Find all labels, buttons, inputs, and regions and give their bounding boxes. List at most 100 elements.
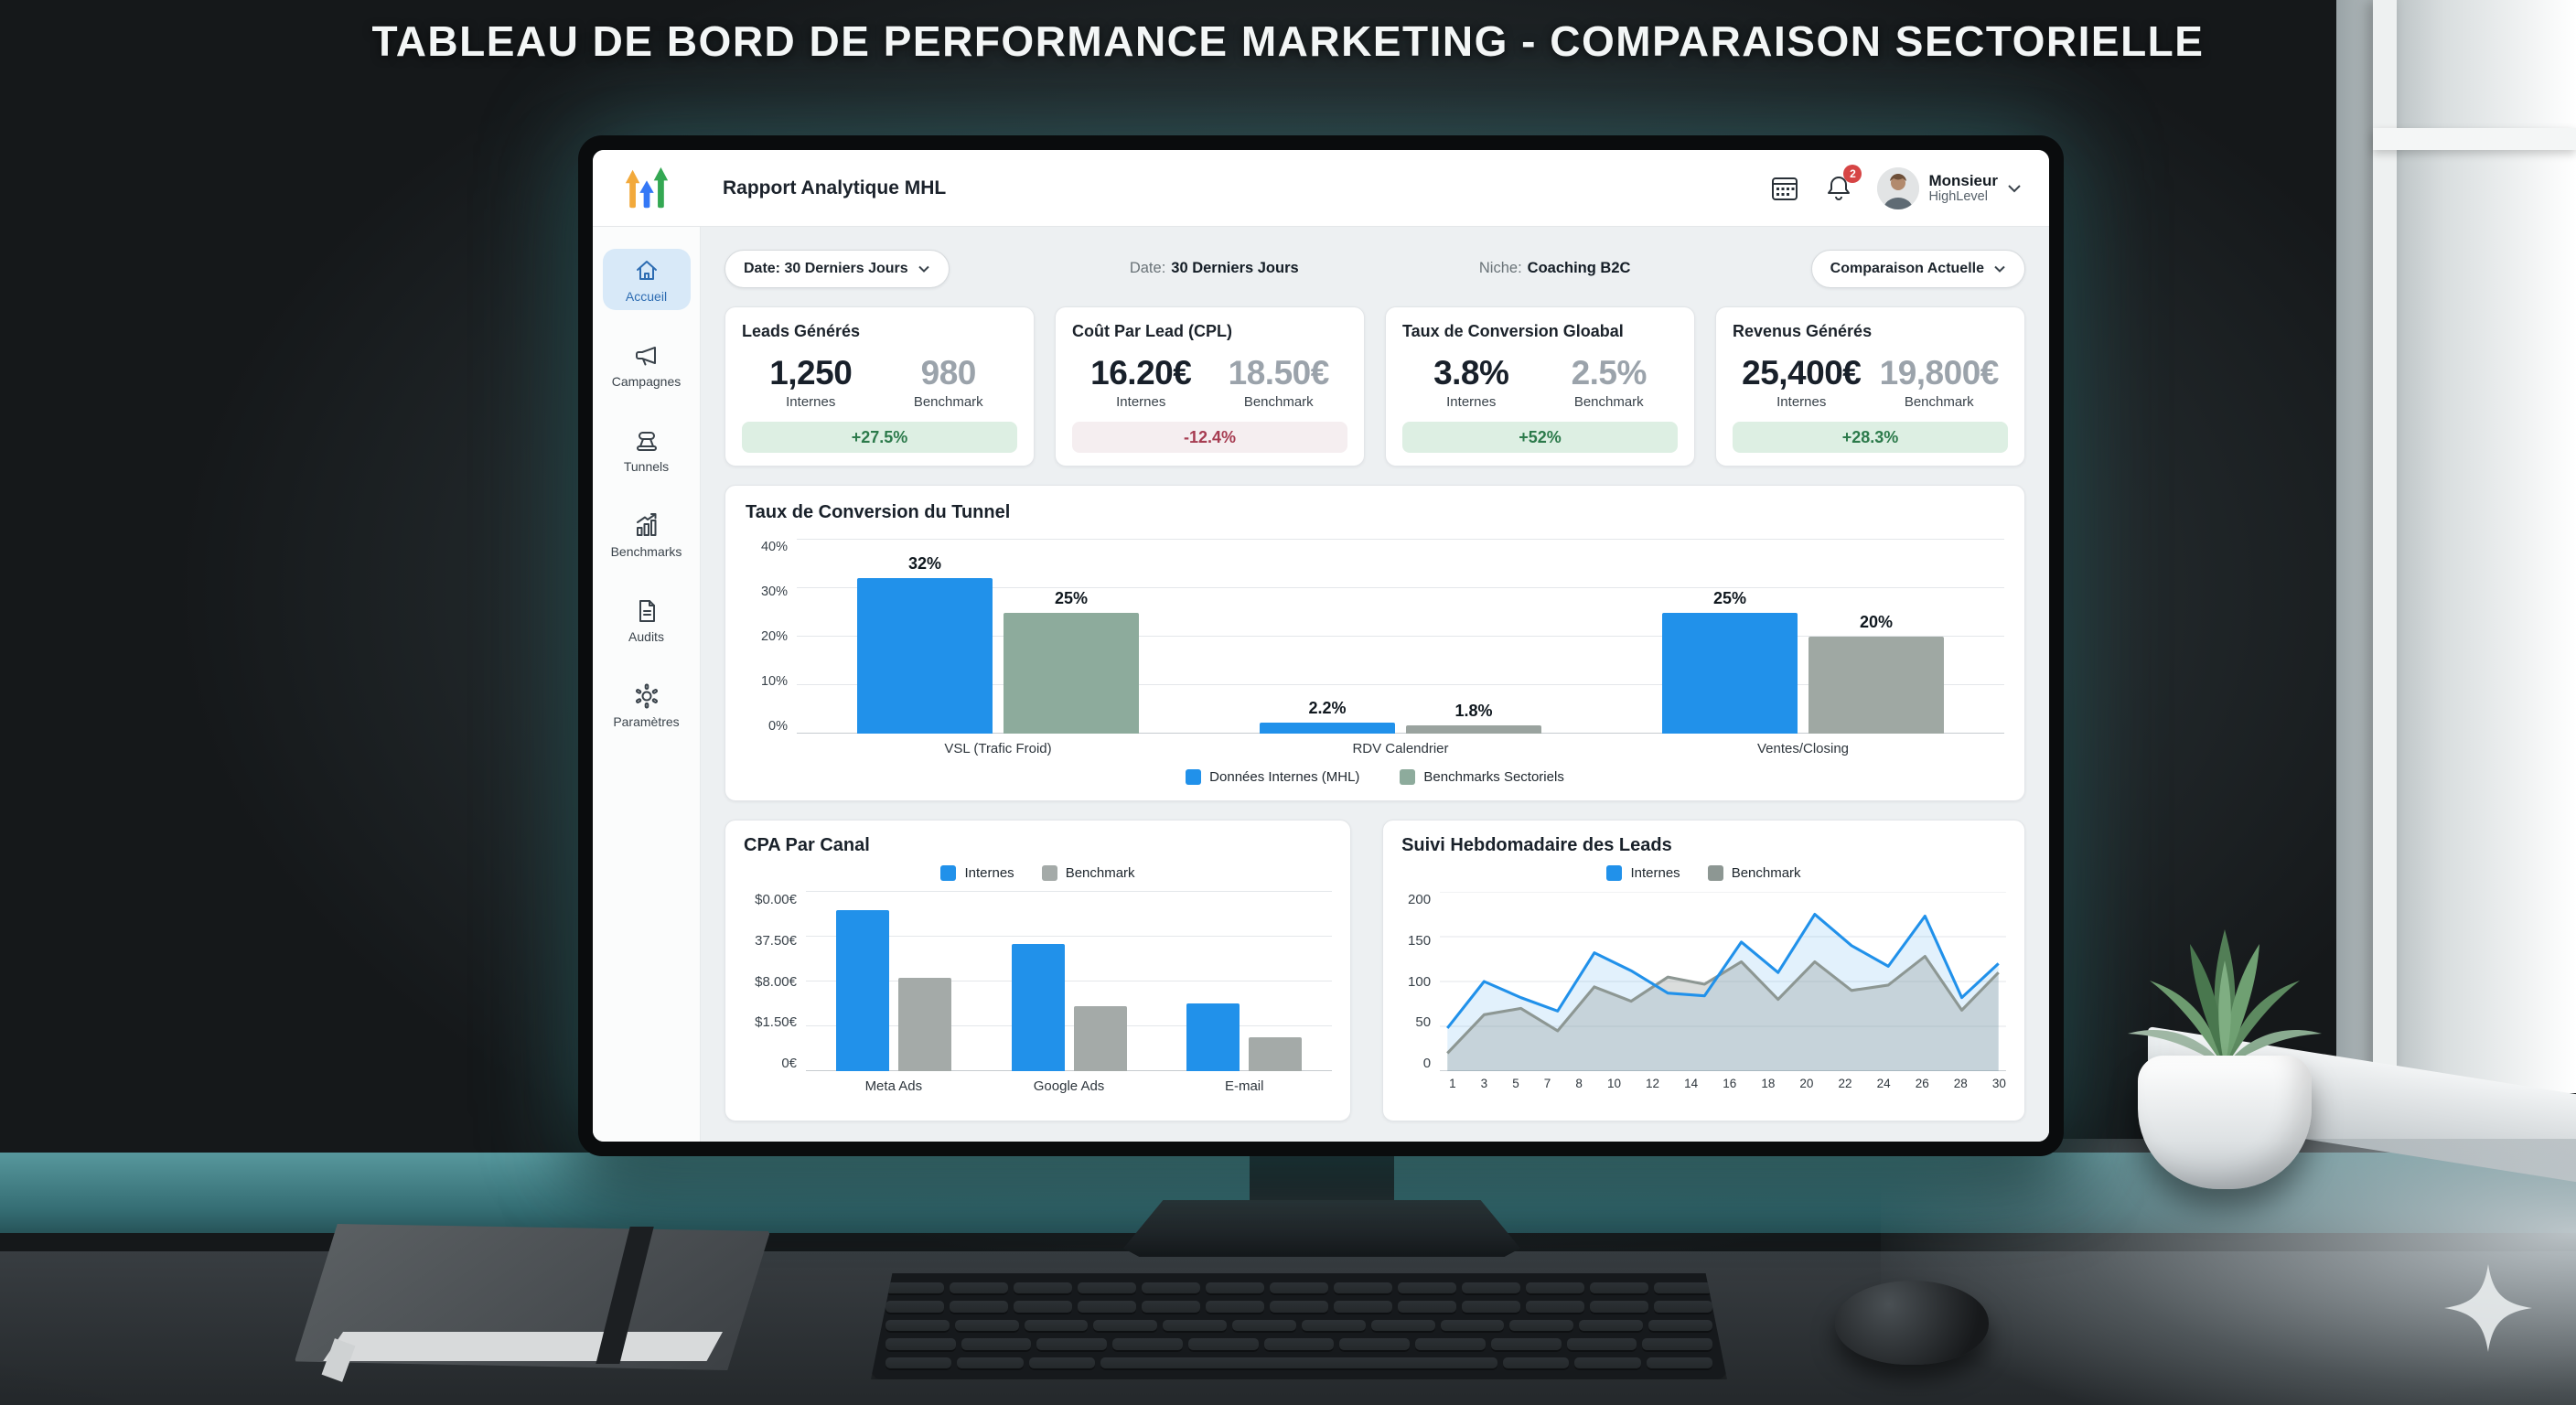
funnel-chart: 40% 30% 20% 10% 0% 32% 25% 2.2% 1.8% 25% 20% [746, 539, 2004, 735]
document-icon [639, 600, 655, 622]
x-tick-label: 22 [1838, 1077, 1852, 1090]
sidebar-item-label: Campagnes [611, 374, 682, 389]
legend-swatch-internal [1186, 769, 1202, 786]
keyboard-key [1648, 1319, 1712, 1334]
x-tick-label: 18 [1761, 1077, 1776, 1090]
calendar-icon[interactable] [1769, 174, 1800, 203]
x-tick-label: 5 [1512, 1077, 1519, 1090]
keyboard-key [1270, 1301, 1328, 1314]
succulent-leaves [2128, 929, 2322, 1067]
legend-label: Internes [1630, 865, 1680, 881]
weekly-x-labels: 1 3 5 7 8 10 12 14 16 18 20 22 24 26 28 30 [1449, 1077, 2006, 1090]
legend-item: Benchmark [1041, 865, 1135, 881]
kpi-card-leads: Leads Générés 1,250 Internes 980 Benchmark… [724, 306, 1035, 467]
keyboard [871, 1273, 1727, 1379]
bar-chart-icon [636, 513, 656, 536]
keyboard-key [1526, 1282, 1584, 1296]
y-tick-label: 0€ [781, 1056, 797, 1071]
kpi-card-conversion: Taux de Conversion Gloabal 3.8% Internes … [1385, 306, 1695, 467]
sidebar-item-tunnels[interactable]: Tunnels [603, 419, 691, 480]
bar-value-label: 1.8% [1454, 701, 1493, 720]
kpi-title: Revenus Générés [1733, 322, 1873, 341]
bar-group [982, 892, 1157, 1071]
keyboard-key [886, 1357, 952, 1371]
chart-title: Taux de Conversion du Tunnel [746, 502, 1011, 523]
funnel-plot: 32% 25% 2.2% 1.8% 25% 20% [797, 539, 2004, 735]
kpi-delta-badge: +27.5% [742, 422, 1017, 454]
mouse [1835, 1281, 1989, 1365]
sidebar-item-audits[interactable]: Audits [603, 589, 691, 650]
kpi-internal-label: Internes [1776, 394, 1827, 411]
notebook-pages [323, 1332, 723, 1361]
x-tick-label: Google Ads [1033, 1078, 1105, 1094]
date-range-dropdown[interactable]: Date: 30 Derniers Jours [724, 249, 950, 288]
kpi-delta-badge: +52% [1402, 422, 1678, 454]
user-menu[interactable]: Monsieur HighLevel [1877, 166, 2022, 209]
y-axis-labels: $0.00€ 37.50€ $8.00€ $1.50€ 0€ [744, 892, 806, 1071]
keyboard-key [886, 1319, 950, 1334]
kpi-internal-value: 1,250 [769, 354, 853, 392]
y-tick-label: 0 [1422, 1056, 1432, 1071]
keyboard-key [1440, 1319, 1505, 1334]
monitor-stand-base [1123, 1200, 1520, 1257]
notifications-bell-icon[interactable]: 2 [1824, 164, 1862, 204]
keyboard-key [1398, 1301, 1456, 1314]
bar-internal [835, 909, 889, 1071]
x-tick-label: 26 [1915, 1077, 1929, 1090]
monitor: Rapport Analytique MHL [578, 135, 2064, 1156]
keyboard-key [1142, 1301, 1200, 1314]
kpi-row: Leads Générés 1,250 Internes 980 Benchmark… [724, 306, 2025, 467]
weekly-leads-chart-card: Suivi Hebdomadaire des Leads Internes Be… [1382, 820, 2025, 1121]
bar-value-label: 32% [907, 554, 942, 574]
main-content: Date: 30 Derniers Jours Date: 30 Derniers… [701, 227, 2049, 1142]
y-tick-label: 20% [760, 629, 788, 645]
bar-group: 2.2% 1.8% [1199, 540, 1602, 735]
x-tick-label: 8 [1575, 1077, 1583, 1090]
keyboard-key [1206, 1282, 1264, 1296]
gridline [797, 539, 2004, 541]
kpi-internal-value: 3.8% [1433, 354, 1509, 392]
legend-item: Internes [1606, 865, 1680, 881]
bar-benchmark [1073, 1006, 1127, 1071]
bar-internal: 32% [857, 554, 993, 735]
date-filter-label: Date: [1129, 260, 1166, 277]
x-tick-label: VSL (Trafic Froid) [944, 741, 1052, 757]
legend-label: Benchmarks Sectoriels [1423, 769, 1564, 786]
legend-swatch-internal [1606, 865, 1623, 881]
keyboard-key [1206, 1301, 1264, 1314]
legend-item: Benchmarks Sectoriels [1400, 769, 1564, 786]
dashboard-screen: Rapport Analytique MHL [593, 150, 2049, 1142]
x-tick-label: 14 [1684, 1077, 1699, 1090]
y-tick-label: 30% [760, 585, 788, 600]
cpa-legend: Internes Benchmark [744, 865, 1332, 881]
x-tick-label: Meta Ads [864, 1078, 923, 1094]
comparison-dropdown[interactable]: Comparaison Actuelle [1810, 249, 2025, 288]
bar-group: 25% 20% [1602, 540, 2004, 735]
kpi-title: Leads Générés [742, 322, 861, 341]
legend-swatch-internal [940, 865, 957, 881]
keyboard-key [957, 1357, 1024, 1371]
keyboard-key [1028, 1357, 1095, 1371]
keyboard-key [1334, 1282, 1392, 1296]
x-tick-label: 30 [1991, 1077, 2006, 1090]
keyboard-key [1646, 1357, 1712, 1371]
sidebar-item-campagnes[interactable]: Campagnes [603, 334, 691, 395]
bar-group: 32% 25% [797, 540, 1199, 735]
keyboard-key [1093, 1319, 1158, 1334]
kpi-internal-value: 25,400€ [1742, 354, 1862, 392]
sparkle-icon [2444, 1264, 2532, 1352]
x-tick-label: 24 [1876, 1077, 1891, 1090]
bar-value-label: 25% [1054, 588, 1089, 607]
x-tick-label: 28 [1953, 1077, 1968, 1090]
page-title: TABLEAU DE BORD DE PERFORMANCE MARKETING… [371, 17, 2205, 65]
notebook [295, 1224, 770, 1382]
x-tick-label: 12 [1646, 1077, 1660, 1090]
sidebar-item-benchmarks[interactable]: Benchmarks [603, 504, 691, 565]
x-tick-label: E-mail [1224, 1078, 1264, 1094]
legend-label: Benchmark [1731, 865, 1801, 881]
bar-internal [1011, 943, 1065, 1071]
legend-swatch-benchmark [1400, 769, 1416, 786]
keyboard-key [1014, 1301, 1072, 1314]
sidebar-item-parametres[interactable]: Paramètres [603, 674, 691, 735]
sidebar-item-accueil[interactable]: Accueil [602, 249, 691, 310]
